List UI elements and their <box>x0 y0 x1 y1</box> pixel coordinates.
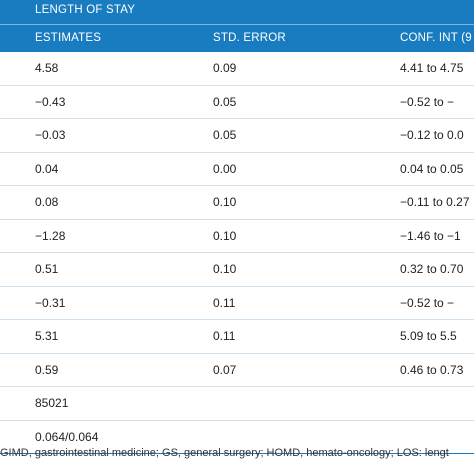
table-footnote: GIMD, gastrointestinal medicine; GS, gen… <box>0 447 449 459</box>
estimate-cell: 0.08 <box>35 195 59 209</box>
estimate-cell: −0.31 <box>35 295 66 310</box>
estimate-cell: 0.59 <box>35 362 59 377</box>
conf-int-cell: 0.04 to 0.05 <box>400 161 464 176</box>
table-body: 4.58 0.09 4.41 to 4.75 −0.43 0.05 −0.52 … <box>0 52 474 454</box>
table-row: −0.31 0.11 −0.52 to − <box>0 287 474 320</box>
std-error-cell: 0.05 <box>213 128 237 142</box>
std-error-cell: 0.07 <box>213 362 237 377</box>
std-error-cell: 0.10 <box>213 195 237 209</box>
estimate-cell: 0.04 <box>35 161 59 176</box>
table-row: 5.31 0.11 5.09 to 5.5 <box>0 320 474 354</box>
estimate-cell: 0.51 <box>35 262 59 276</box>
table-row: 0.59 0.07 0.46 to 0.73 <box>0 354 474 387</box>
conf-int-cell: 4.41 to 4.75 <box>400 61 464 75</box>
estimate-cell: 0.064/0.064 <box>35 429 99 444</box>
conf-int-cell: 5.09 to 5.5 <box>400 329 457 343</box>
column-header-estimates: ESTIMATES <box>35 32 102 44</box>
table-row: −0.03 0.05 −0.12 to 0.0 <box>0 119 474 153</box>
header-divider <box>0 24 474 25</box>
table-row: 4.58 0.09 4.41 to 4.75 <box>0 52 474 86</box>
std-error-cell: 0.10 <box>213 262 237 276</box>
estimate-cell: 4.58 <box>35 61 59 75</box>
conf-int-cell: −1.46 to −1 <box>400 228 461 243</box>
estimate-cell: −0.43 <box>35 94 66 109</box>
group-header-length-of-stay: LENGTH OF STAY <box>35 4 136 16</box>
table-row: 0.08 0.10 −0.11 to 0.27 <box>0 186 474 220</box>
std-error-cell: 0.00 <box>213 161 237 176</box>
column-header-std-error: STD. ERROR <box>213 32 286 44</box>
column-header-conf-int: CONF. INT (9 <box>400 32 472 44</box>
std-error-cell: 0.11 <box>213 295 236 310</box>
conf-int-cell: 0.32 to 0.70 <box>400 262 464 276</box>
table-row: 0.51 0.10 0.32 to 0.70 <box>0 253 474 287</box>
column-header-row: ESTIMATES STD. ERROR CONF. INT (9 <box>0 25 474 52</box>
table-row: 0.064/0.064 <box>0 421 474 454</box>
conf-int-cell: 0.46 to 0.73 <box>400 362 464 377</box>
table-row: 85021 <box>0 387 474 421</box>
estimate-cell: 85021 <box>35 396 69 410</box>
std-error-cell: 0.11 <box>213 329 236 343</box>
conf-int-cell: −0.11 to 0.27 <box>400 195 470 209</box>
std-error-cell: 0.05 <box>213 94 237 109</box>
conf-int-cell: −0.52 to − <box>400 295 455 310</box>
table-header: LENGTH OF STAY ESTIMATES STD. ERROR CONF… <box>0 0 474 52</box>
std-error-cell: 0.09 <box>213 61 237 75</box>
std-error-cell: 0.10 <box>213 228 237 243</box>
group-header-row: LENGTH OF STAY <box>0 0 474 24</box>
table-row: 0.04 0.00 0.04 to 0.05 <box>0 153 474 186</box>
conf-int-cell: −0.52 to − <box>400 94 455 109</box>
table-row: −0.43 0.05 −0.52 to − <box>0 86 474 119</box>
estimate-cell: 5.31 <box>35 329 59 343</box>
estimate-cell: −1.28 <box>35 228 66 243</box>
estimate-cell: −0.03 <box>35 128 66 142</box>
table-row: −1.28 0.10 −1.46 to −1 <box>0 220 474 253</box>
conf-int-cell: −0.12 to 0.0 <box>400 128 464 142</box>
